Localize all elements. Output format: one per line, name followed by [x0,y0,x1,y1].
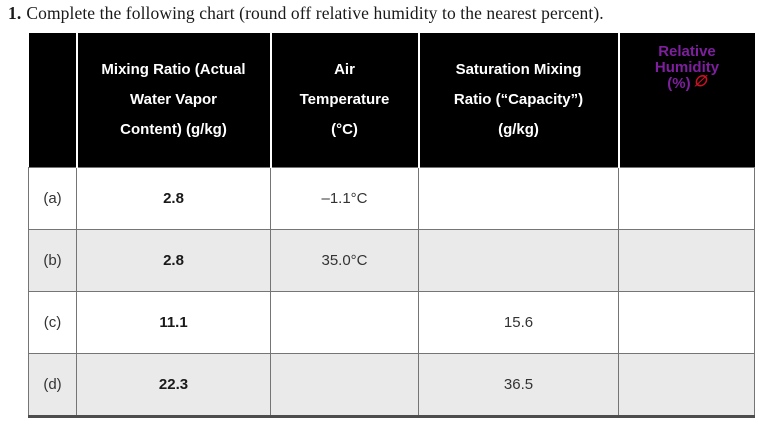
cell-relative-humidity-answer[interactable] [618,229,755,292]
cell-row-label: (b) [28,229,77,292]
header-line: Humidity [654,59,720,76]
table-row-c: (c) 11.1 15.6 [28,291,755,354]
question-text: Complete the following chart (round off … [26,3,604,23]
cell-air-temperature[interactable] [270,353,419,418]
cell-saturation-mixing-ratio: 15.6 [418,291,619,354]
cell-saturation-mixing-ratio-answer[interactable] [418,167,619,230]
cell-saturation-mixing-ratio-answer[interactable] [418,229,619,292]
header-line: Saturation Mixing [455,61,582,78]
cell-air-temperature: –1.1°C [270,167,419,230]
header-line: Ratio (“Capacity”) [453,91,584,108]
cell-air-temperature[interactable] [270,291,419,354]
header-line: Relative [658,43,716,60]
column-header-air-temperature: Air Temperature (°C) [269,33,419,168]
question-number: 1. [8,3,22,23]
cell-saturation-mixing-ratio: 36.5 [418,353,619,418]
header-line: (°C) [331,121,358,138]
table-row-a: (a) 2.8 –1.1°C [28,167,755,230]
cell-relative-humidity-answer[interactable] [618,353,755,418]
header-line: Temperature [299,91,390,108]
corner-header-cell [28,33,77,168]
column-header-mixing-ratio: Mixing Ratio (Actual Water Vapor Content… [75,33,271,168]
header-line: (g/kg) [498,121,539,138]
cell-row-label: (c) [28,291,77,354]
humidity-chart: Mixing Ratio (Actual Water Vapor Content… [28,33,755,418]
header-line: Mixing Ratio (Actual [101,61,246,78]
header-line: Content) (g/kg) [120,121,227,138]
cell-mixing-ratio: 2.8 [76,229,271,292]
header-line: (%) ∅ [620,73,755,92]
page-title: 1. Complete the following chart (round of… [8,3,604,24]
humidity-chart-table: Mixing Ratio (Actual Water Vapor Content… [28,33,755,418]
cell-mixing-ratio: 2.8 [76,167,271,230]
header-line: Air [334,61,355,78]
cell-mixing-ratio: 11.1 [76,291,271,354]
column-header-relative-humidity: Relative Humidity (%) ∅ [617,33,755,168]
cell-row-label: (d) [28,353,77,418]
header-row: Mixing Ratio (Actual Water Vapor Content… [28,33,755,168]
cell-air-temperature: 35.0°C [270,229,419,292]
cell-relative-humidity-answer[interactable] [618,291,755,354]
header-line-text: (%) [667,75,691,92]
table-row-b: (b) 2.8 35.0°C [28,229,755,292]
cell-row-label: (a) [28,167,77,230]
header-line: Water Vapor [130,91,217,108]
table-row-d: (d) 22.3 36.5 [28,353,755,418]
column-header-saturation-mixing-ratio: Saturation Mixing Ratio (“Capacity”) (g/… [417,33,619,168]
cell-relative-humidity-answer[interactable] [618,167,755,230]
cell-mixing-ratio: 22.3 [76,353,271,418]
comment-annotation-icon[interactable]: ∅ [693,73,707,90]
